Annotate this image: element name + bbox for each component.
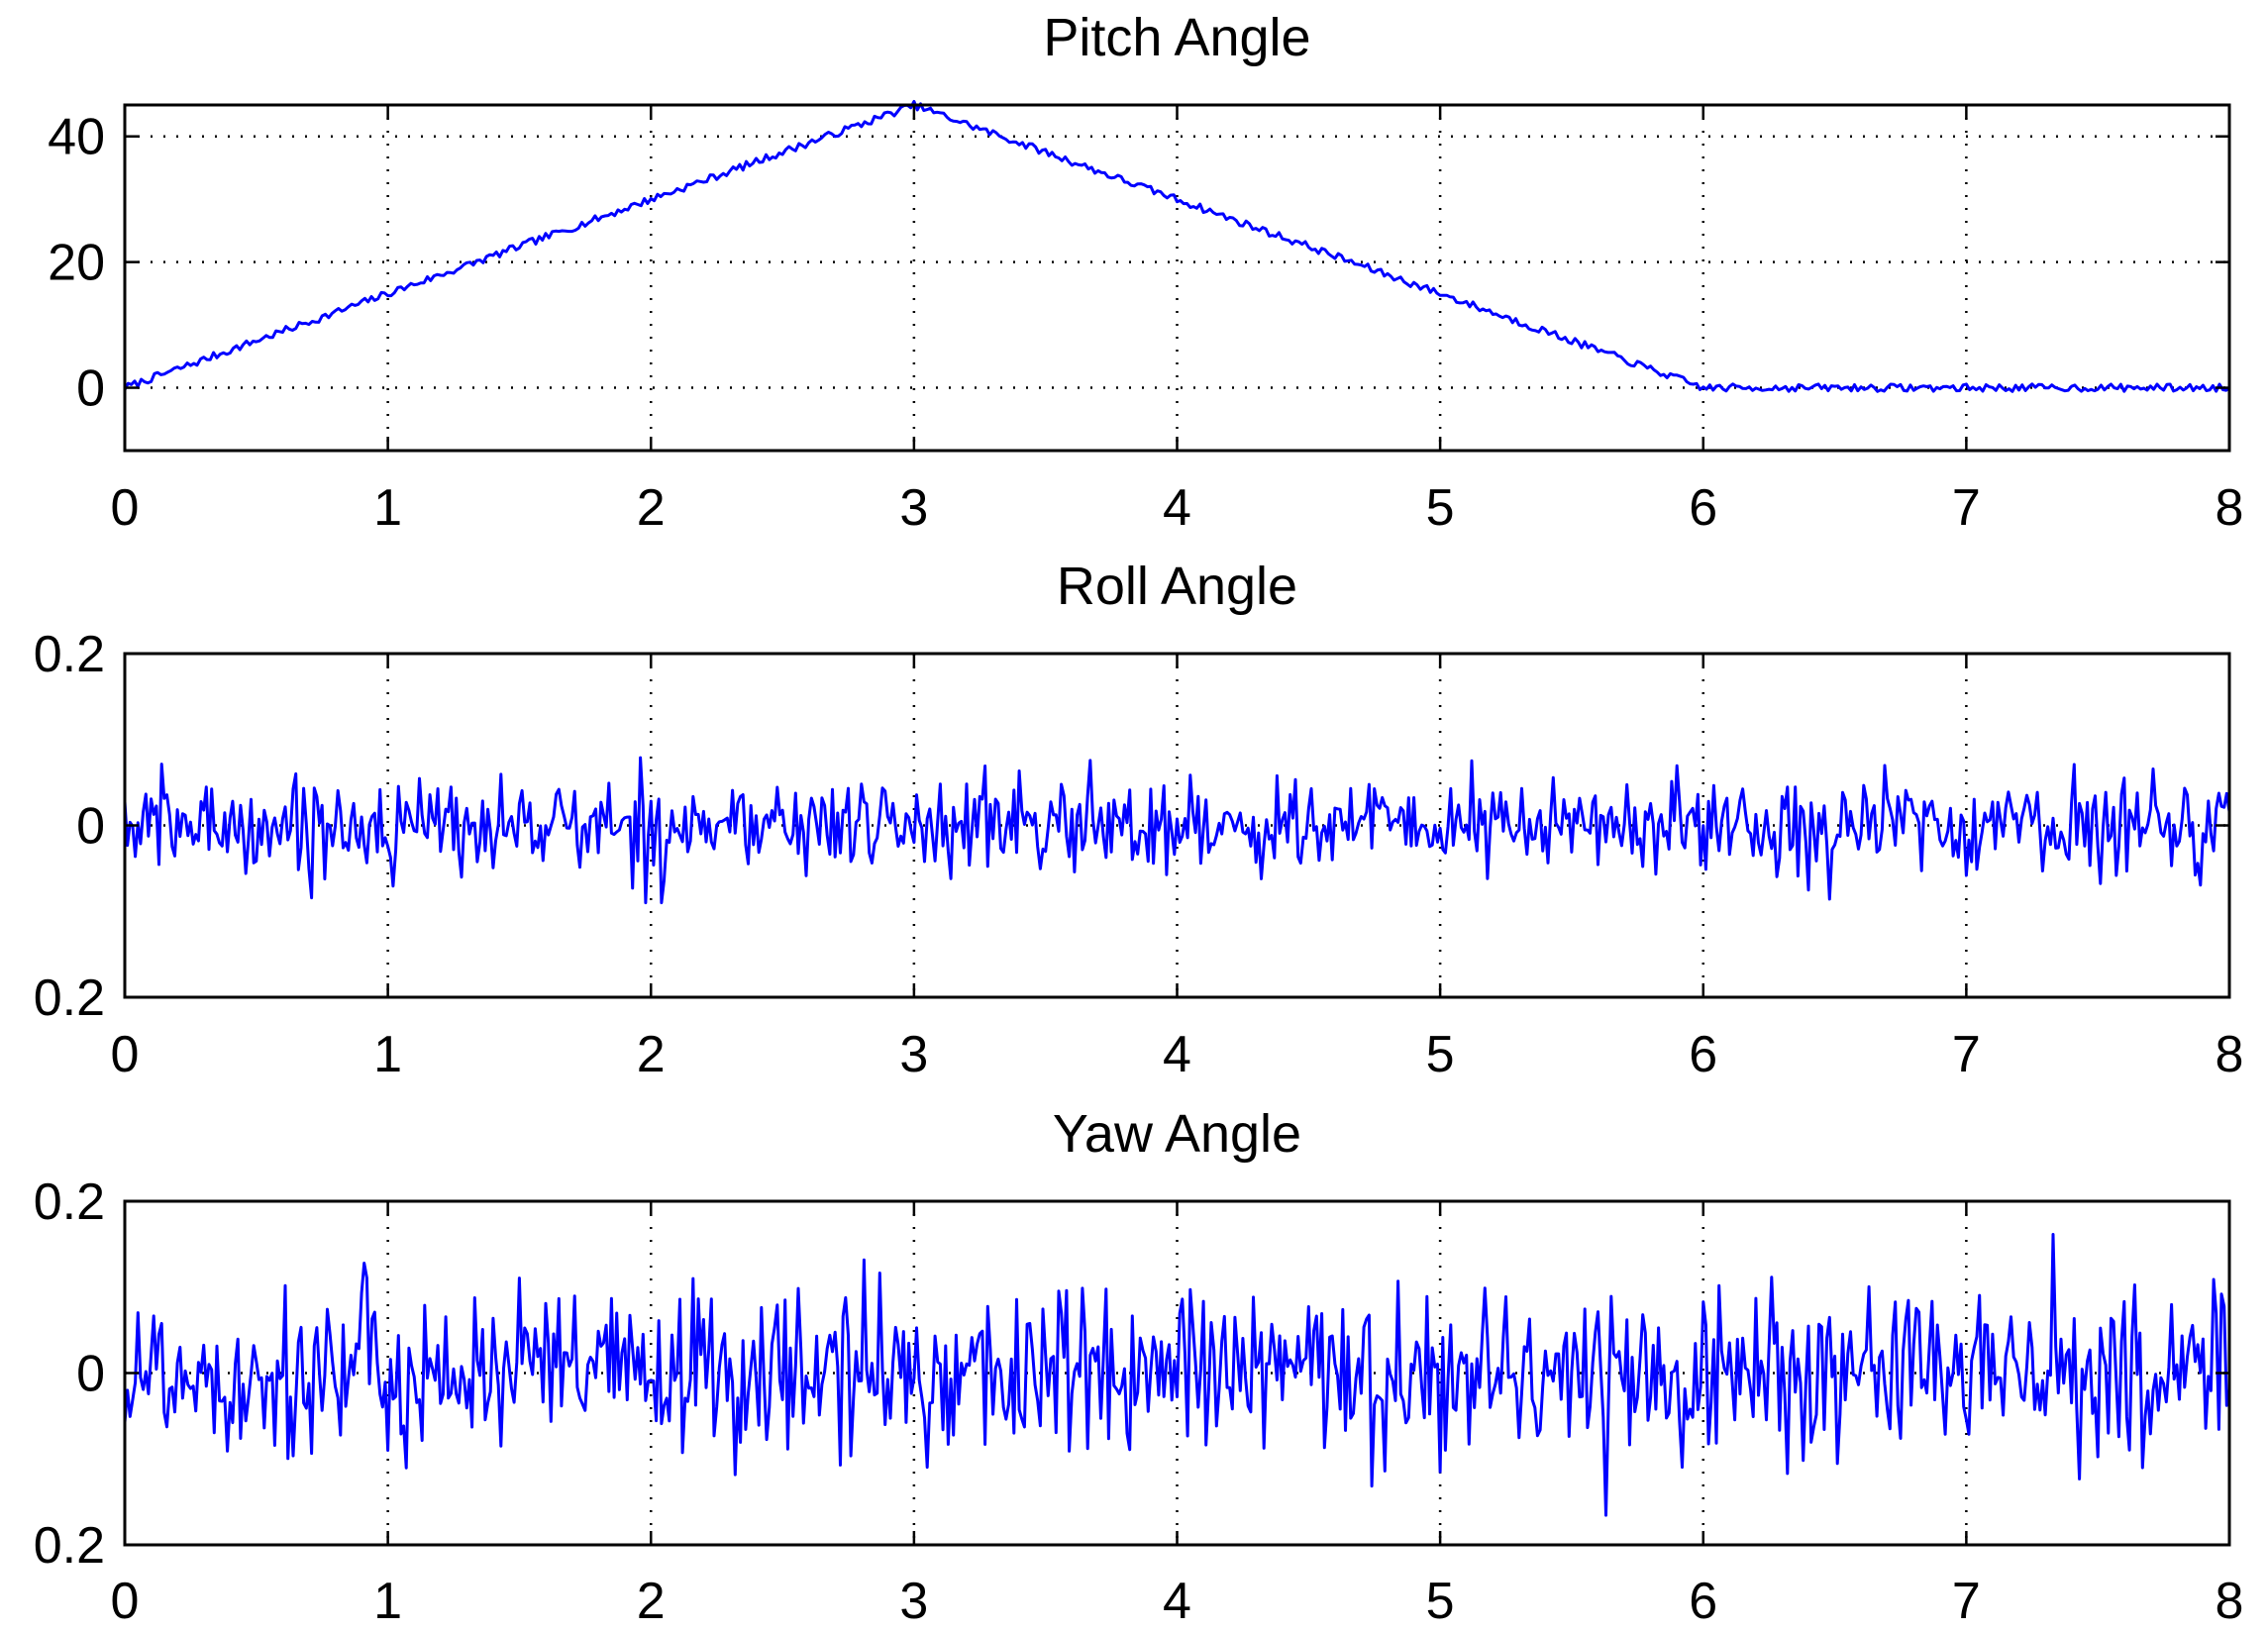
x-tick-label: 0 [111,1573,140,1630]
chart-title: Roll Angle [1057,557,1297,616]
x-tick-label: 0 [111,1026,140,1083]
x-tick-label: 5 [1426,479,1455,537]
y-tick-label: 0.2 [34,1174,105,1231]
y-tick-label: 0.2 [34,1517,105,1575]
series-line [123,1233,2231,1517]
x-tick-label: 1 [373,1026,402,1083]
x-tick-label: 7 [1952,1026,1981,1083]
y-tick-label: 0.2 [34,970,105,1027]
x-tick-label: 7 [1952,479,1981,537]
x-tick-label: 1 [373,1573,402,1630]
y-tick-label: 20 [48,235,105,292]
chart-title: Yaw Angle [1053,1104,1301,1164]
x-tick-label: 4 [1163,479,1191,537]
x-tick-label: 8 [2216,1026,2244,1083]
x-tick-label: 5 [1426,1026,1455,1083]
x-tick-label: 3 [899,1573,928,1630]
y-tick-label: 40 [48,109,105,166]
x-tick-label: 3 [899,1026,928,1083]
x-tick-label: 8 [2216,479,2244,537]
x-tick-label: 7 [1952,1573,1981,1630]
series-line [123,756,2231,905]
x-tick-label: 5 [1426,1573,1455,1630]
x-tick-label: 2 [637,1573,666,1630]
y-tick-label: 0.2 [34,626,105,683]
series-line [123,99,2230,393]
x-tick-label: 2 [637,479,666,537]
x-tick-label: 4 [1163,1026,1191,1083]
y-tick-label: 0 [76,360,105,418]
y-tick-label: 0 [76,798,105,856]
x-tick-label: 2 [637,1026,666,1083]
x-tick-label: 6 [1689,1573,1717,1630]
x-tick-label: 1 [373,479,402,537]
x-tick-label: 8 [2216,1573,2244,1630]
chart-title: Pitch Angle [1043,8,1310,67]
x-tick-label: 4 [1163,1573,1191,1630]
x-tick-label: 6 [1689,1026,1717,1083]
y-tick-label: 0 [76,1346,105,1403]
x-tick-label: 0 [111,479,140,537]
subplot-1: Pitch Angle 0 1 2 3 4 5 6 7 8 0 20 40 [48,8,2243,537]
x-tick-label: 3 [899,479,928,537]
x-tick-label: 6 [1689,479,1717,537]
